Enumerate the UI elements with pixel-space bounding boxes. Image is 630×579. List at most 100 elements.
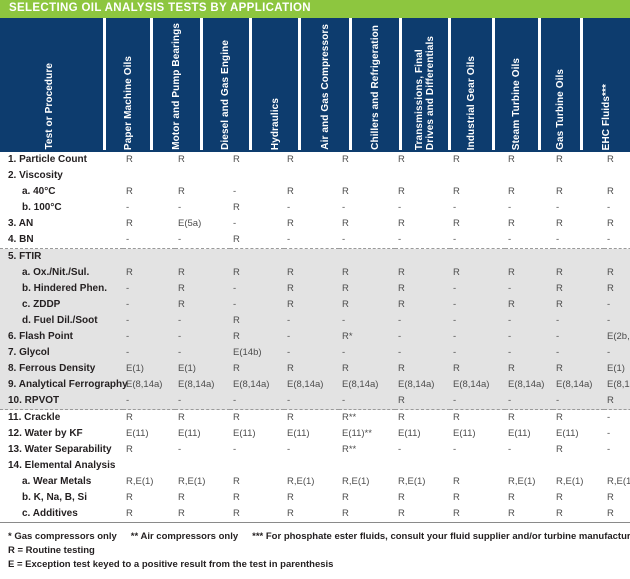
table-row: 7. Glycol--E(14b)-------- bbox=[0, 345, 630, 361]
cell-industrial-gear-oils bbox=[505, 458, 553, 474]
table-row: 6. Flash Point--R-R*----E(2b,5d)- bbox=[0, 329, 630, 345]
cell-air-and-gas-compressors: R,E(1) bbox=[342, 476, 370, 487]
cell-steam-turbine-oils: R bbox=[553, 150, 604, 168]
column-header-label: Hydraulics bbox=[269, 97, 281, 150]
cell-paper-machine-oils: - bbox=[126, 202, 130, 213]
table-row: d. Fuel Dil./Soot--R-------- bbox=[0, 313, 630, 329]
cell-motor-and-pump-bearings: R bbox=[175, 506, 230, 523]
cell-paper-machine-oils: - bbox=[123, 297, 175, 313]
column-header-label: EHC Fluids*** bbox=[601, 83, 613, 150]
cell-industrial-gear-oils: E(8,14a) bbox=[505, 377, 553, 393]
cell-hydraulics: - bbox=[287, 444, 291, 455]
table-row: b. 100°C--R-------- bbox=[0, 200, 630, 216]
cell-paper-machine-oils: R,E(1) bbox=[126, 476, 154, 487]
cell-gas-turbine-oils: - bbox=[604, 297, 630, 313]
table-row: 9. Analytical Ferrography E(8,14a) E(8,14a… bbox=[0, 377, 630, 393]
cell-motor-and-pump-bearings: - bbox=[178, 234, 182, 245]
cell-transmissions-final-drives-and-differentials: - bbox=[450, 313, 505, 329]
cell-gas-turbine-oils: R bbox=[604, 281, 630, 297]
cell-paper-machine-oils: - bbox=[123, 393, 175, 410]
column-header-gas-turbine-oils: Gas Turbine Oils bbox=[540, 18, 581, 150]
table-row: 5. FTIR bbox=[0, 248, 630, 265]
cell-steam-turbine-oils: R,E(1) bbox=[556, 476, 584, 487]
row-label: c. Additives bbox=[0, 506, 123, 523]
cell-diesel-and-gas-engine: R bbox=[230, 329, 284, 345]
cell-chillers-and-refrigeration: R bbox=[395, 393, 450, 410]
cell-transmissions-final-drives-and-differentials: R bbox=[453, 186, 460, 197]
cell-diesel-and-gas-engine: R bbox=[230, 361, 284, 377]
cell-steam-turbine-oils: E(8,14a) bbox=[553, 377, 604, 393]
cell-paper-machine-oils: E(11) bbox=[126, 428, 149, 439]
column-header-industrial-gear-oils: Industrial Gear Oils bbox=[451, 18, 492, 150]
cell-gas-turbine-oils: - bbox=[604, 313, 630, 329]
cell-steam-turbine-oils: - bbox=[556, 202, 560, 213]
footnote-line-1: * Gas compressors only ** Air compressors… bbox=[8, 530, 630, 544]
cell-industrial-gear-oils: - bbox=[505, 313, 553, 329]
cell-transmissions-final-drives-and-differentials: - bbox=[453, 202, 457, 213]
cell-paper-machine-oils: R bbox=[126, 444, 133, 455]
table-row: c. ZDDP-R-RRR-RR-- bbox=[0, 297, 630, 313]
footnotes: * Gas compressors only ** Air compressors… bbox=[0, 523, 630, 572]
cell-hydraulics: E(8,14a) bbox=[284, 377, 339, 393]
cell-paper-machine-oils: E(8,14a) bbox=[123, 377, 175, 393]
column-header-chillers-and-refrigeration: Chillers and Refrigeration bbox=[351, 18, 399, 150]
cell-motor-and-pump-bearings: E(11) bbox=[178, 428, 201, 439]
cell-motor-and-pump-bearings: R bbox=[175, 297, 230, 313]
cell-motor-and-pump-bearings: R,E(1) bbox=[178, 476, 206, 487]
cell-air-and-gas-compressors: - bbox=[339, 313, 395, 329]
cell-steam-turbine-oils: - bbox=[553, 313, 604, 329]
cell-gas-turbine-oils: R bbox=[604, 150, 630, 168]
cell-industrial-gear-oils bbox=[505, 168, 553, 184]
cell-transmissions-final-drives-and-differentials: R bbox=[453, 218, 460, 229]
cell-diesel-and-gas-engine: - bbox=[230, 393, 284, 410]
cell-chillers-and-refrigeration: E(11) bbox=[398, 428, 421, 439]
cell-hydraulics: - bbox=[284, 345, 339, 361]
row-label: 8. Ferrous Density bbox=[0, 361, 123, 377]
cell-paper-machine-oils: - bbox=[123, 345, 175, 361]
cell-steam-turbine-oils bbox=[553, 168, 604, 184]
cell-diesel-and-gas-engine: - bbox=[233, 186, 237, 197]
cell-paper-machine-oils: - bbox=[123, 329, 175, 345]
cell-air-and-gas-compressors: R bbox=[339, 506, 395, 523]
cell-air-and-gas-compressors: R bbox=[339, 265, 395, 281]
row-label: b. Hindered Phen. bbox=[0, 281, 123, 297]
cell-diesel-and-gas-engine bbox=[230, 248, 284, 265]
cell-hydraulics: R bbox=[287, 492, 294, 503]
cell-hydraulics: R bbox=[284, 506, 339, 523]
cell-diesel-and-gas-engine: - bbox=[230, 281, 284, 297]
column-header-diesel-and-gas-engine: Diesel and Gas Engine bbox=[202, 18, 249, 150]
cell-steam-turbine-oils: R bbox=[553, 361, 604, 377]
cell-steam-turbine-oils: - bbox=[553, 393, 604, 410]
cell-gas-turbine-oils: E(1) bbox=[604, 361, 630, 377]
cell-air-and-gas-compressors: R bbox=[339, 281, 395, 297]
cell-transmissions-final-drives-and-differentials: R bbox=[450, 150, 505, 168]
cell-gas-turbine-oils: - bbox=[607, 412, 611, 423]
cell-chillers-and-refrigeration: - bbox=[398, 234, 402, 245]
cell-gas-turbine-oils: - bbox=[607, 444, 611, 455]
cell-air-and-gas-compressors: R bbox=[339, 297, 395, 313]
cell-industrial-gear-oils: - bbox=[505, 393, 553, 410]
row-label: a. Ox./Nit./Sul. bbox=[0, 265, 123, 281]
cell-diesel-and-gas-engine: R bbox=[233, 412, 240, 423]
cell-hydraulics: R,E(1) bbox=[287, 476, 315, 487]
cell-diesel-and-gas-engine: E(14b) bbox=[230, 345, 284, 361]
cell-air-and-gas-compressors: R bbox=[342, 186, 349, 197]
row-label: b. K, Na, B, Si bbox=[22, 492, 88, 503]
row-label: 5. FTIR bbox=[0, 248, 123, 265]
cell-gas-turbine-oils: E(8,14a) bbox=[604, 377, 630, 393]
cell-diesel-and-gas-engine: R bbox=[233, 476, 240, 487]
cell-air-and-gas-compressors: R** bbox=[342, 412, 357, 423]
cell-steam-turbine-oils: - bbox=[556, 234, 560, 245]
cell-chillers-and-refrigeration: E(8,14a) bbox=[395, 377, 450, 393]
cell-motor-and-pump-bearings: E(5a) bbox=[178, 218, 202, 229]
cell-diesel-and-gas-engine bbox=[230, 168, 284, 184]
cell-air-and-gas-compressors: R** bbox=[342, 444, 357, 455]
cell-paper-machine-oils: R bbox=[123, 150, 175, 168]
cell-hydraulics: - bbox=[287, 234, 291, 245]
cell-industrial-gear-oils: - bbox=[508, 202, 512, 213]
column-header-air-and-gas-compressors: Air and Gas Compressors bbox=[301, 18, 349, 150]
row-label: 11. Crackle bbox=[8, 412, 61, 423]
